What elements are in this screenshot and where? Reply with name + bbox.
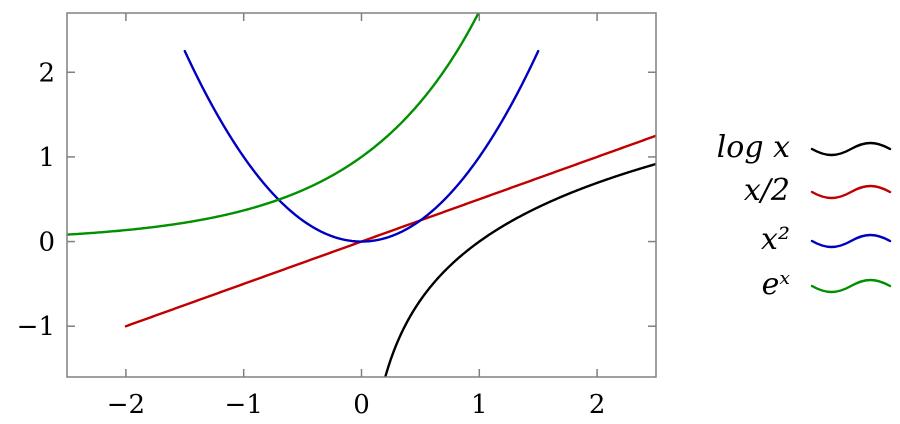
x-tick-label: 2 <box>589 390 606 420</box>
axis-ticks <box>67 13 656 377</box>
legend-label: eˣ <box>762 267 791 302</box>
legend-swatch <box>810 141 892 157</box>
x-tick-label: −2 <box>107 390 145 420</box>
legend-label: x² <box>761 222 790 257</box>
y-tick-label: 1 <box>38 143 55 173</box>
y-tick-label: −1 <box>17 312 55 342</box>
legend: log x x/2 x² eˣ <box>717 130 892 302</box>
legend-swatch <box>810 233 892 249</box>
legend-swatch <box>810 278 892 294</box>
y-tick-label: 2 <box>38 58 55 88</box>
legend-label: log x <box>717 130 790 165</box>
series-line-4 <box>67 13 480 236</box>
series-line-1 <box>384 162 656 377</box>
series-line-3 <box>183 49 540 243</box>
x-tick-label: 1 <box>471 390 488 420</box>
x-tick-label: −1 <box>225 390 263 420</box>
x-tick-label: 0 <box>353 390 370 420</box>
y-tick-label: 0 <box>38 228 55 258</box>
series-line-2 <box>124 134 656 328</box>
plot-curves <box>67 13 656 377</box>
legend-label: x/2 <box>744 173 790 208</box>
legend-swatch <box>810 184 892 200</box>
tick-labels: −2 −1 0 1 2 −1 0 1 2 <box>17 58 606 420</box>
